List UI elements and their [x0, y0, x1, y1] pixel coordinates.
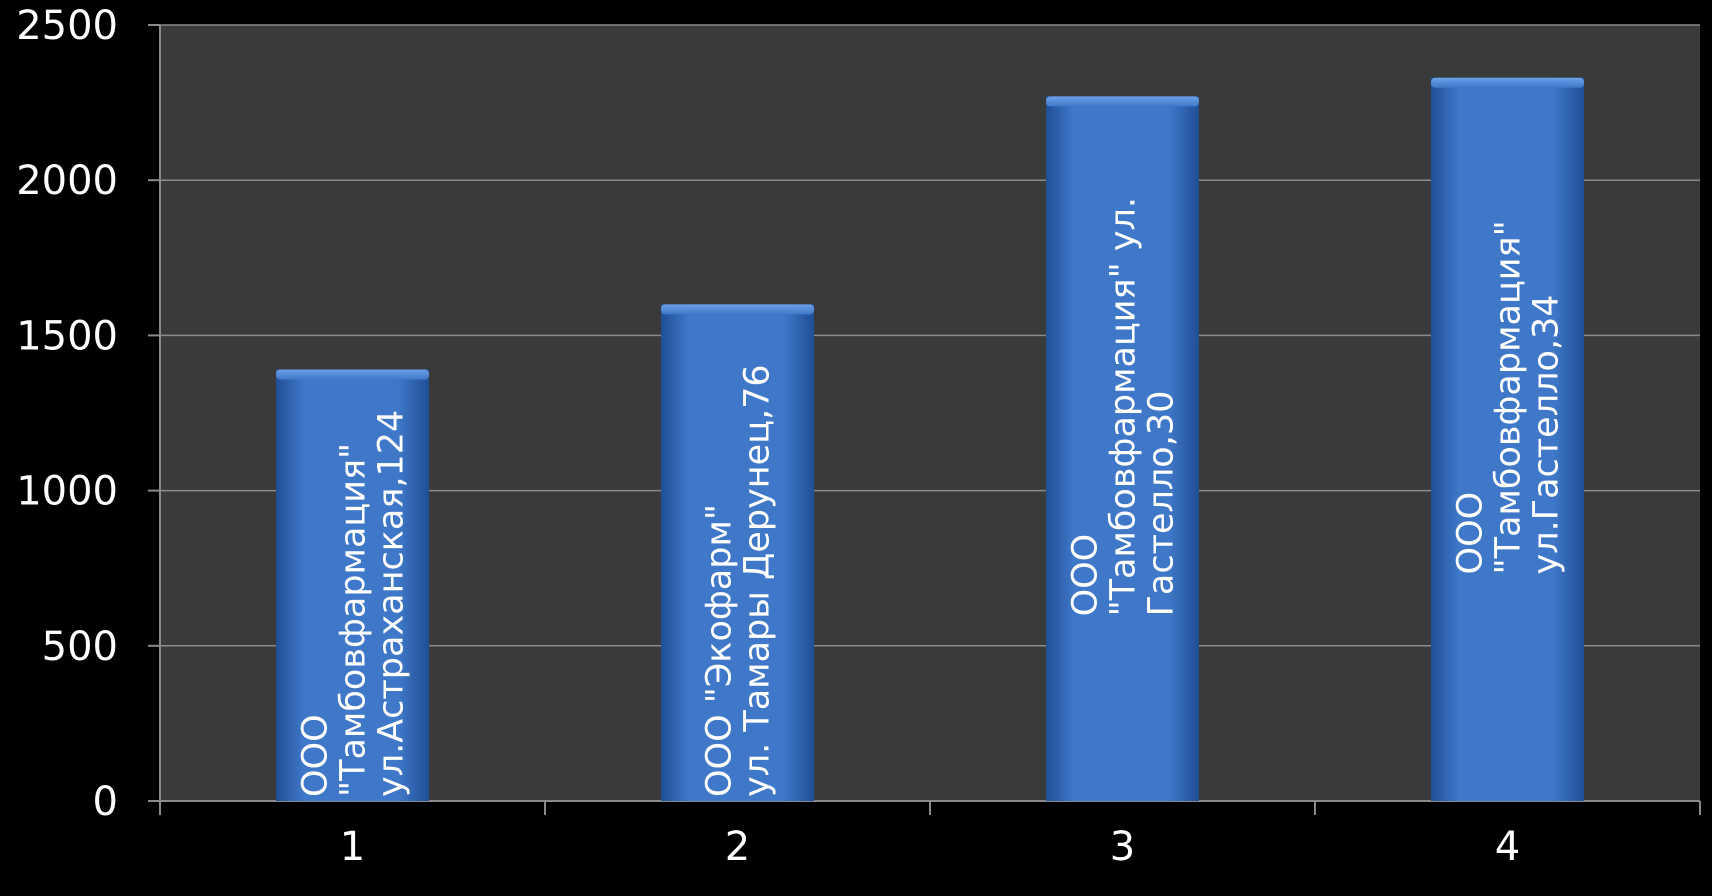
bar-label-line: ООО	[296, 714, 336, 797]
y-tick-label: 2500	[16, 3, 118, 49]
x-tick-label: 2	[725, 824, 750, 870]
bar-top-highlight	[1431, 77, 1584, 88]
bar-label-line: ул. Тамары Дерунец,76	[738, 364, 778, 797]
bar	[1046, 96, 1199, 802]
bar-top-highlight	[1046, 96, 1199, 107]
bar-top-highlight	[661, 304, 814, 315]
bar-label: ООО"Тамбовфармация"ул.Астраханская,124	[296, 410, 412, 797]
y-tick-label: 1000	[16, 469, 118, 515]
bar-label-line: ООО	[1451, 492, 1491, 575]
bar-label-line: ул.Астраханская,124	[372, 410, 412, 797]
x-tick-label: 1	[340, 824, 365, 870]
bar-labels: ООО"Тамбовфармация"ул.Астраханская,124 ОО…	[296, 197, 1567, 797]
bar-label-line: Гастелло,30	[1142, 391, 1182, 617]
bar-label-line: ул.Гастелло,34	[1527, 294, 1567, 574]
bar-label-line: ООО "Экофарм"	[700, 504, 740, 797]
bar-label-line: "Тамбовфармация" ул.	[1104, 197, 1144, 616]
bars	[276, 77, 1584, 802]
bar-label-line: "Тамбовфармация"	[334, 443, 374, 797]
bar-top-highlight	[276, 369, 429, 380]
y-tick-label: 500	[42, 624, 118, 670]
bar-label-line: ООО	[1066, 534, 1106, 617]
bar-label: ООО"Тамбовфармация" ул.Гастелло,30	[1066, 197, 1182, 616]
x-tick-label: 4	[1495, 824, 1520, 870]
bar-label: ООО"Тамбовфармация"ул.Гастелло,34	[1451, 220, 1567, 574]
x-tick-label: 3	[1110, 824, 1135, 870]
bar-label-line: "Тамбовфармация"	[1489, 220, 1529, 574]
bar-label: ООО "Экофарм"ул. Тамары Дерунец,76	[700, 364, 778, 797]
axes: 0 500 1000 1500 2000 2500 1 2 3 4	[16, 3, 1701, 870]
y-tick-label: 1500	[16, 313, 118, 359]
bar	[276, 369, 429, 801]
bar	[661, 304, 814, 801]
y-tick-label: 2000	[16, 158, 118, 204]
bar	[1431, 77, 1584, 801]
y-tick-label: 0	[93, 779, 118, 825]
